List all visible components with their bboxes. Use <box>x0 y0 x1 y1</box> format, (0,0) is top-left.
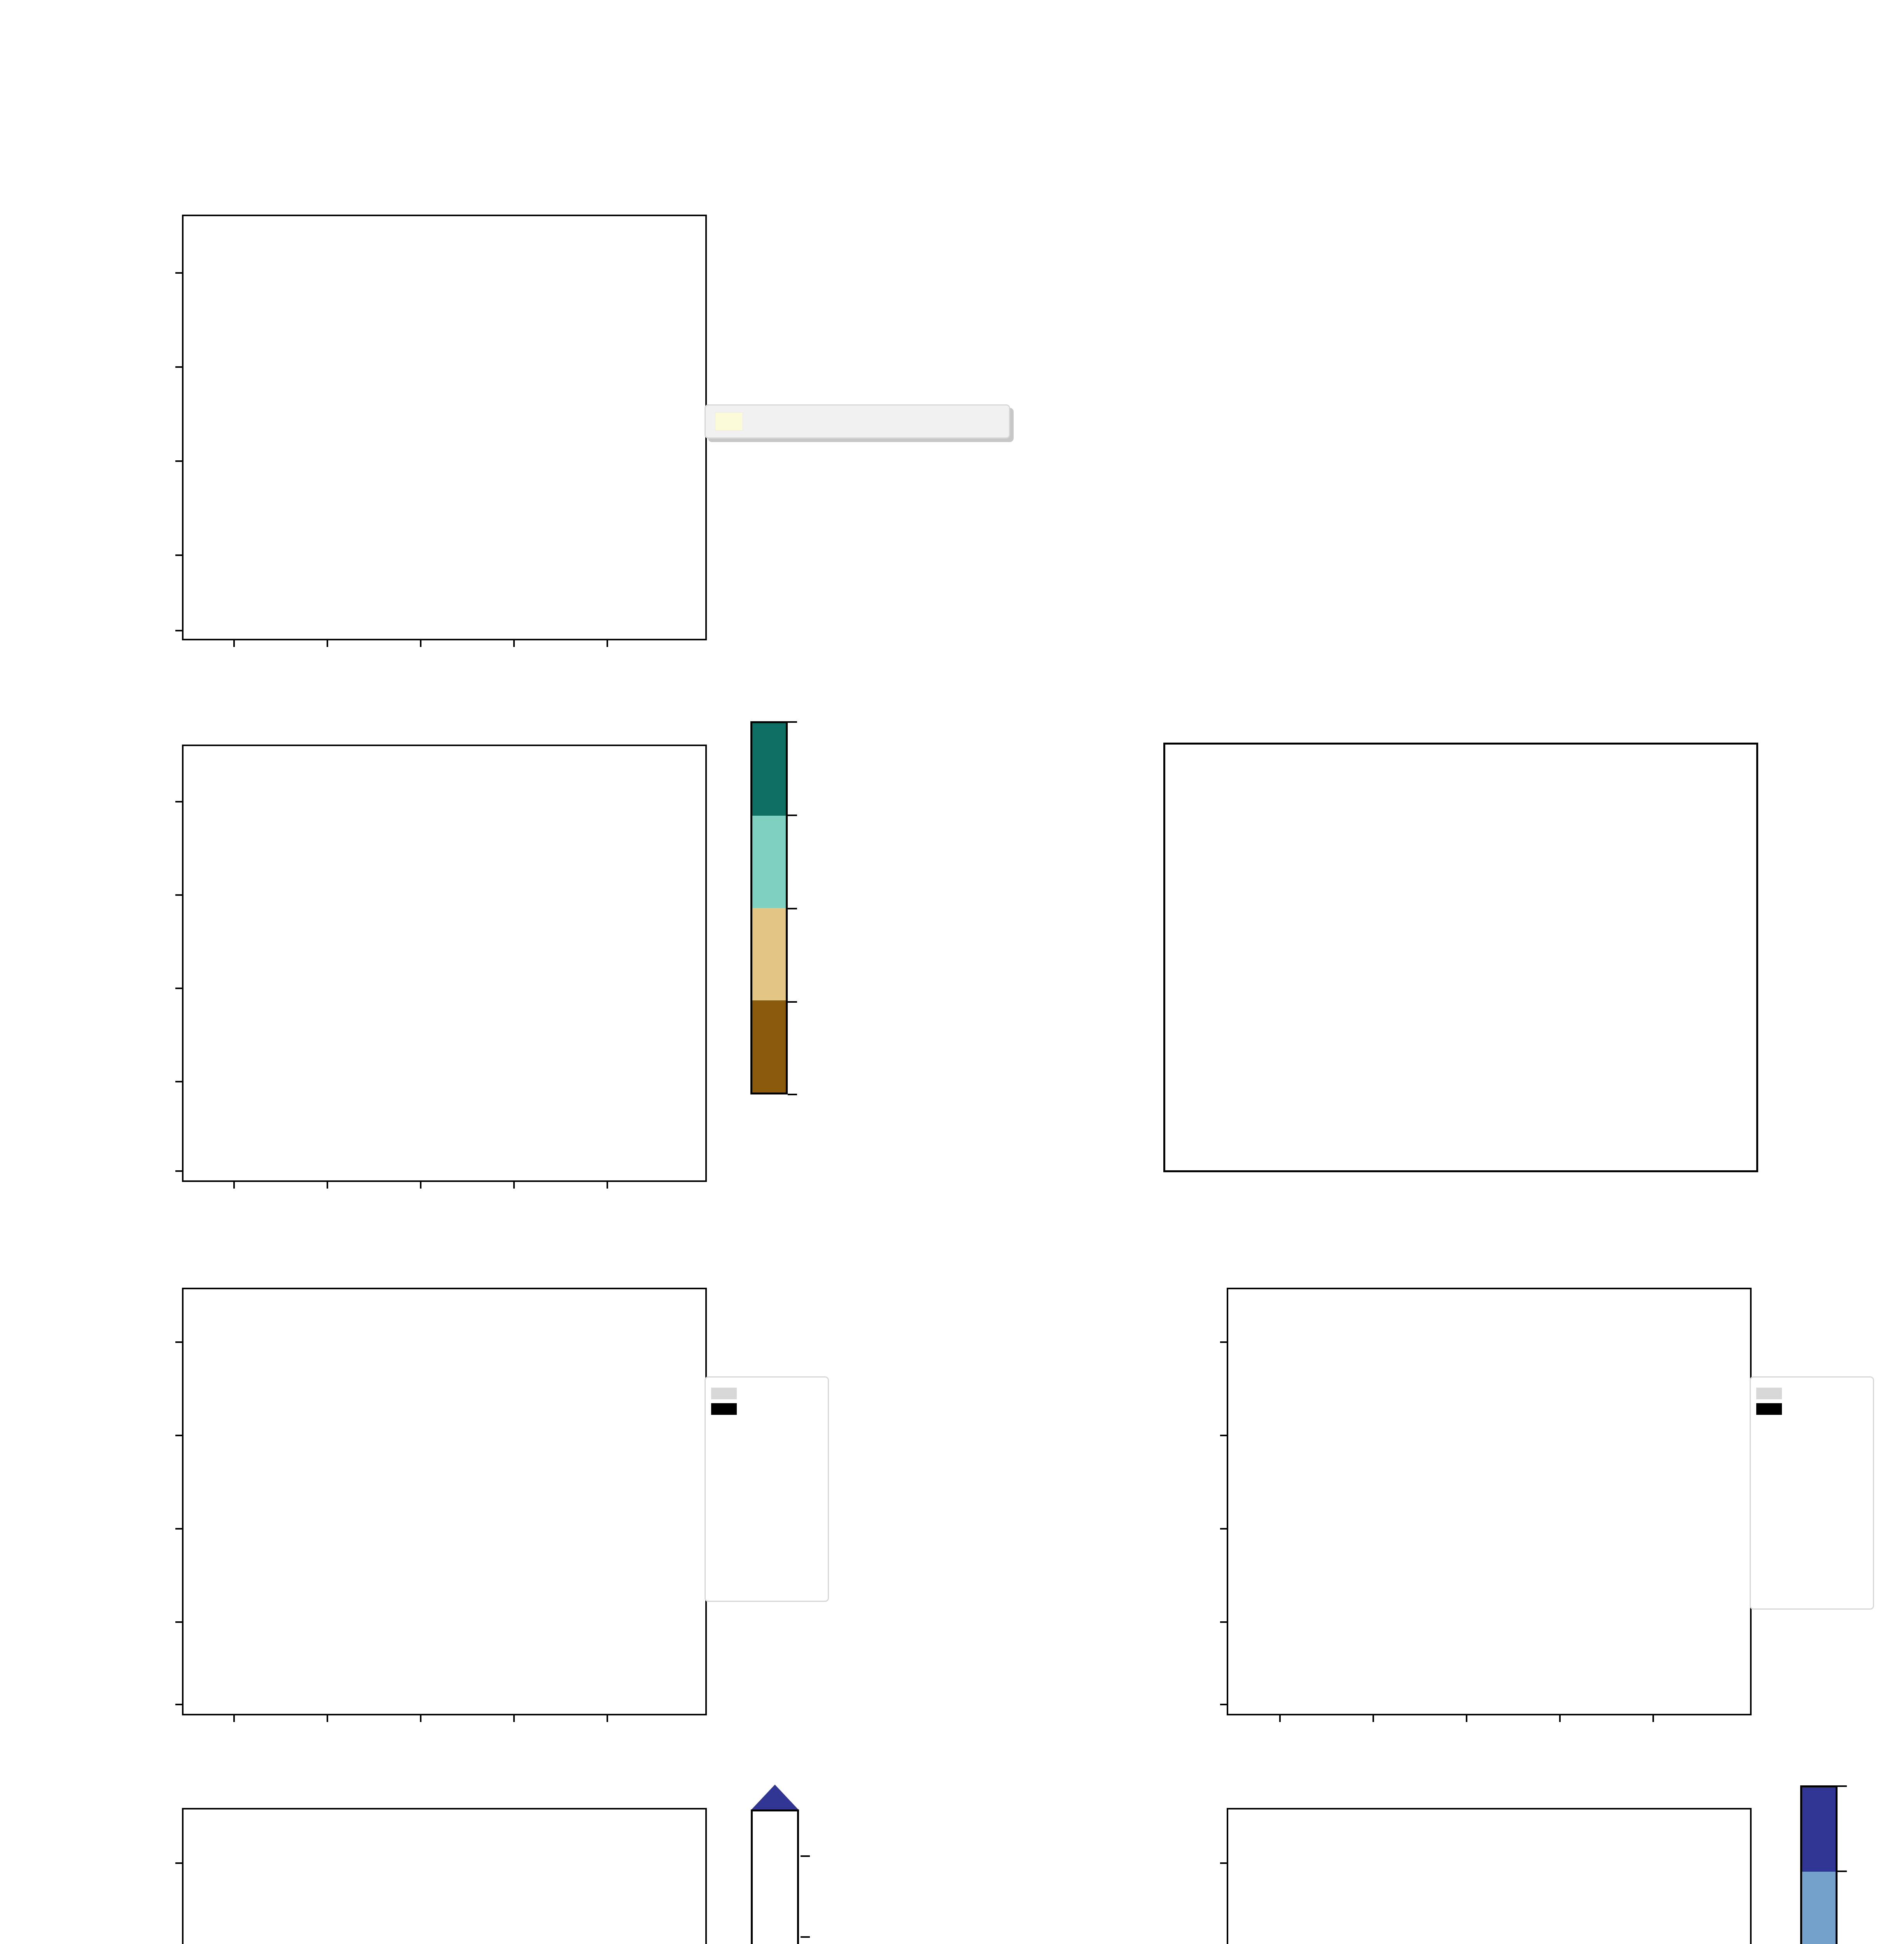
water-erosion-raster <box>184 1289 705 1714</box>
cbar-seg-0-30 <box>752 1000 786 1093</box>
bar-chart-plot-area[interactable] <box>1163 743 1758 1172</box>
anomaly-colorbar-gradient <box>751 1809 799 1944</box>
veg-cover-raster <box>184 746 705 1180</box>
decile-raster <box>1228 1809 1750 1944</box>
anomaly-colorbar[interactable] <box>748 1785 881 1944</box>
legend-swatch-area-not-protected <box>711 1388 737 1399</box>
cbar-seg-31-50 <box>752 908 786 1000</box>
anomaly-map[interactable] <box>182 1808 707 1944</box>
anomaly-colorbar-arrow-top <box>751 1785 799 1810</box>
legend-row-area-not-protected <box>711 1388 822 1399</box>
water-erosion-legend[interactable] <box>705 1376 829 1602</box>
veg-cover-colorbar[interactable] <box>750 721 788 1094</box>
legend-swatch-area-protected <box>711 1403 737 1415</box>
legend-swatch-agriculture-grazing-non-forest <box>715 412 743 431</box>
legend-swatch-area-protected <box>1756 1403 1782 1415</box>
legend-row-area-not-protected <box>1756 1388 1867 1399</box>
land-use-raster <box>184 216 705 639</box>
cbar-seg-51-70 <box>752 815 786 908</box>
land-use-map[interactable] <box>182 215 707 640</box>
wind-erosion-legend[interactable] <box>1750 1376 1874 1610</box>
veg-cover-map[interactable] <box>182 745 707 1182</box>
cbar-seg-71-100 <box>752 723 786 816</box>
anomaly-raster <box>184 1809 705 1944</box>
legend-swatch-area-not-protected <box>1756 1388 1782 1399</box>
wind-erosion-raster <box>1228 1289 1750 1714</box>
wind-erosion-map[interactable] <box>1227 1288 1752 1715</box>
cbar-seg-8-9 <box>1802 1871 1836 1944</box>
water-erosion-map[interactable] <box>182 1288 707 1715</box>
legend-row-area-protected <box>711 1403 822 1415</box>
decile-map[interactable] <box>1227 1808 1752 1944</box>
cbar-seg-10 <box>1802 1787 1836 1872</box>
land-use-legend[interactable] <box>705 404 1010 439</box>
decile-colorbar[interactable] <box>1800 1785 1838 1944</box>
legend-row-area-protected <box>1756 1403 1867 1415</box>
